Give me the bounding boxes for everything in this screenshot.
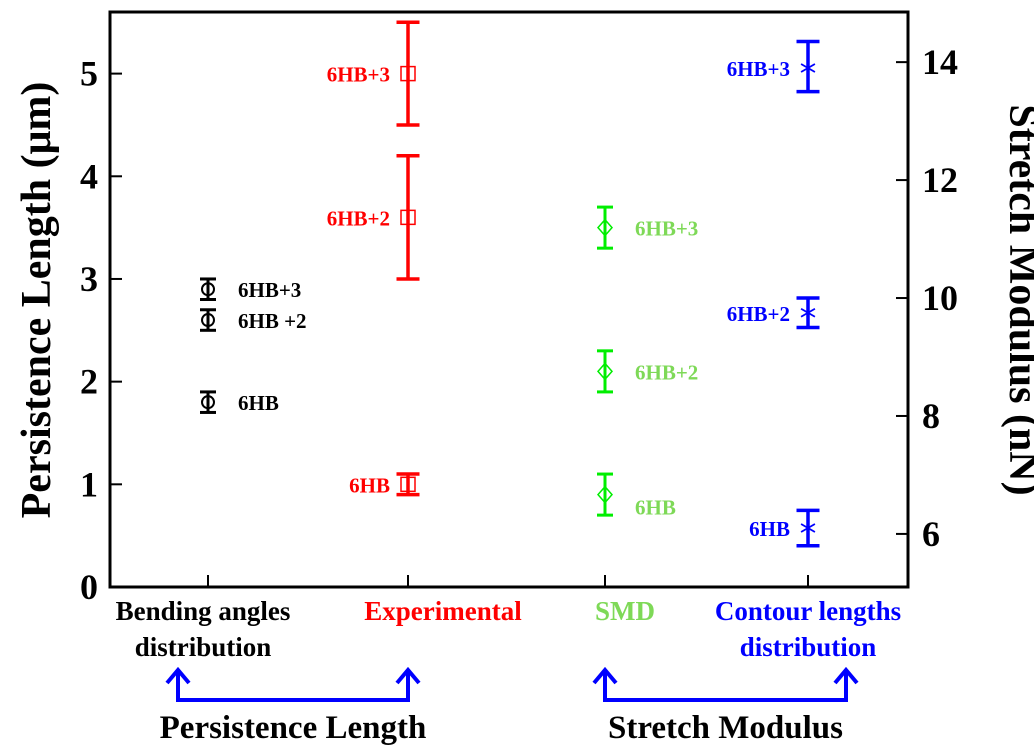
plot-frame [110,12,908,587]
data-point: 6HB+3 [327,22,420,125]
group-label: Stretch Modulus [608,710,843,746]
left-tick-label: 1 [80,464,98,504]
series-layer: 6HB 6HB +2 6HB+3 6HB 6HB+2 6HB+3 6HB 6HB+2 6HB+3… [200,22,820,545]
data-point: 6HB +2 [200,309,307,333]
category-label: distribution [135,632,272,662]
bracket-line [178,670,408,700]
left-tick-label: 3 [80,259,98,299]
category-label: SMD [595,596,655,626]
point-label: 6HB [238,391,279,415]
right-tick-label: 10 [922,278,958,318]
point-label: 6HB +2 [238,309,307,333]
data-point: 6HB [597,474,676,520]
data-point: 6HB+2 [727,298,820,327]
data-point: 6HB+2 [597,351,698,392]
right-axis-label: Stretch Modulus (nN) [1000,104,1034,495]
right-tick-label: 12 [922,160,958,200]
point-label: 6HB [349,473,390,497]
right-tick-label: 8 [922,396,940,436]
data-point: 6HB+2 [327,156,420,279]
point-label: 6HB [635,496,676,520]
right-tick-label: 14 [922,42,958,82]
bracket-line [605,670,846,700]
group-bracket: Persistence Length [160,670,427,746]
group-brackets: Persistence Length Stretch Modulus [160,670,857,746]
left-tick-label: 0 [80,567,98,607]
category-label: Experimental [364,596,522,626]
point-label: 6HB [749,517,790,541]
left-tick-label: 2 [80,362,98,402]
left-tick-label: 4 [80,156,98,196]
point-label: 6HB+3 [727,57,790,81]
data-point: 6HB+3 [727,41,820,91]
point-label: 6HB+2 [727,302,790,326]
right-tick-label: 6 [922,514,940,554]
data-point: 6HB+3 [597,207,698,248]
data-point: 6HB [749,510,819,545]
group-label: Persistence Length [160,710,427,746]
category-labels: Bending angles distribution Experimental SM… [116,596,902,662]
data-point: 6HB [200,391,279,415]
category-label: Contour lengths [715,596,901,626]
left-tick-label: 5 [80,54,98,94]
point-label: 6HB+3 [635,217,698,241]
group-bracket: Stretch Modulus [594,670,857,746]
right-axis: 6 8 10 12 14 [896,42,958,554]
left-axis: 0 1 2 3 4 5 [80,54,808,607]
point-label: 6HB+2 [327,206,390,230]
category-label: Bending angles [116,596,291,626]
left-axis-label: Persistence Length (μm) [14,82,60,519]
point-label: 6HB+3 [327,63,390,87]
category-label: distribution [740,632,877,662]
data-point: 6HB [349,473,419,497]
point-label: 6HB+3 [238,278,301,302]
point-label: 6HB+2 [635,360,698,384]
data-point: 6HB+3 [200,278,301,302]
